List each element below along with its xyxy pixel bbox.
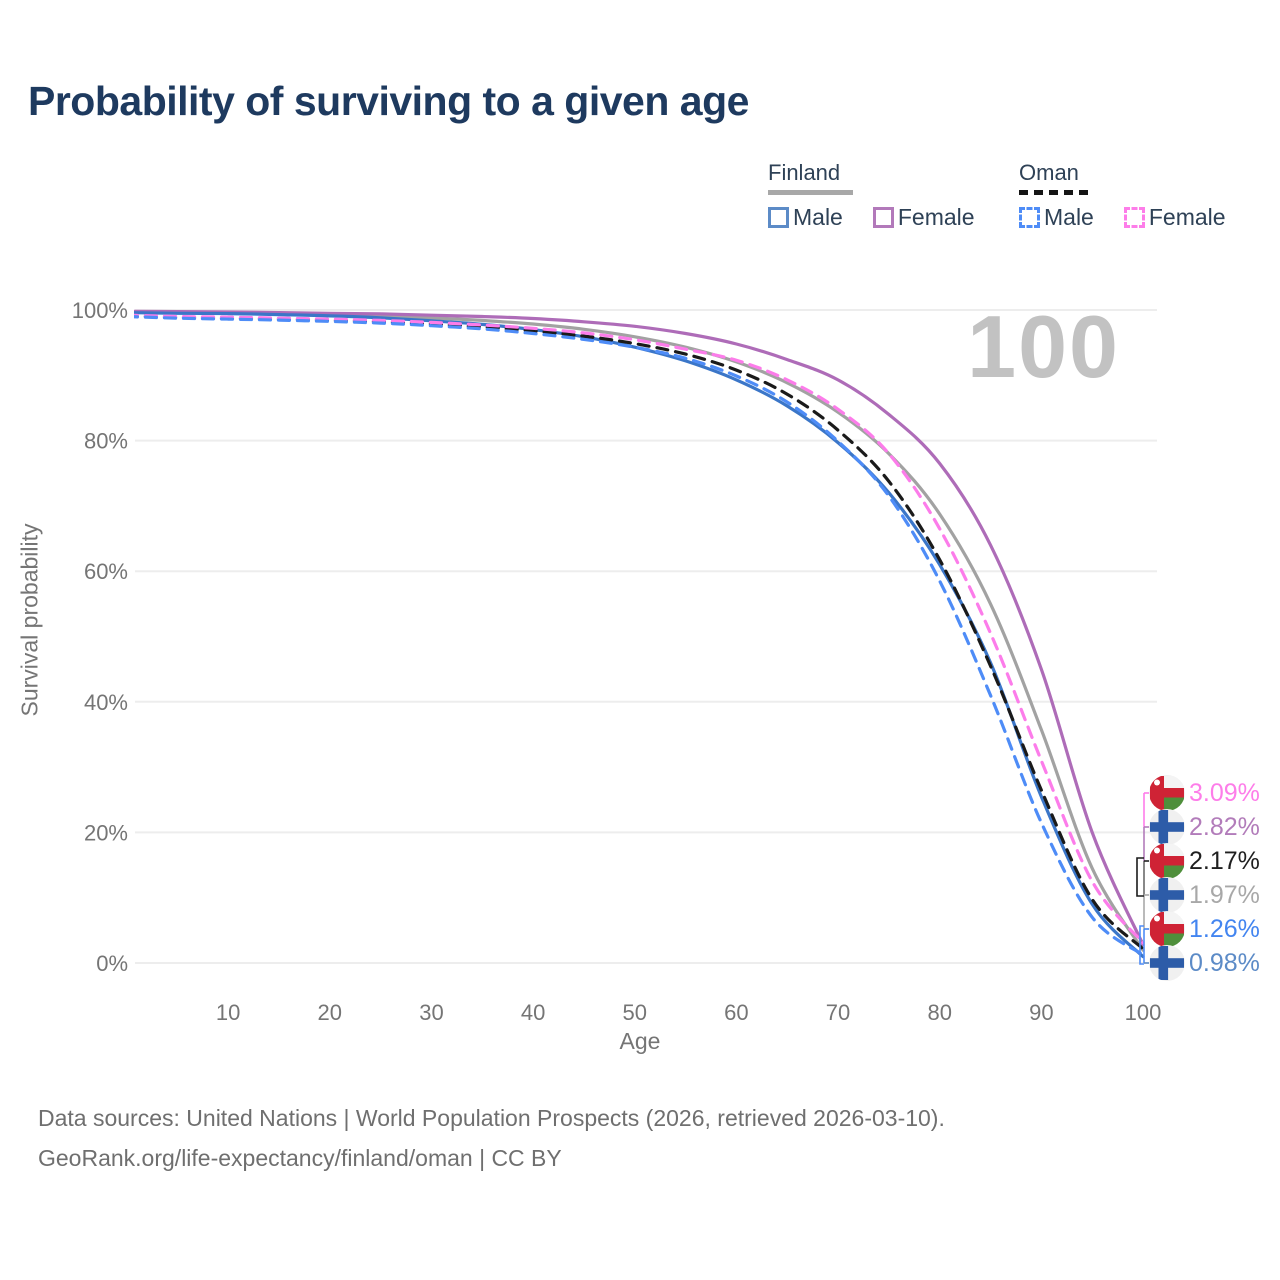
legend-oman-female-label: Female — [1148, 204, 1226, 230]
legend-finland-line-swatch — [768, 190, 853, 195]
x-tick-label: 90 — [1029, 1000, 1053, 1025]
oman-male-swatch-icon — [1019, 207, 1040, 228]
oman-flag-icon — [1149, 843, 1185, 879]
y-tick-label: 60% — [84, 559, 128, 584]
legend-item-oman-female[interactable]: Female — [1123, 204, 1226, 231]
finland-flag-icon — [1149, 809, 1185, 845]
legend-item-finland-female[interactable]: Female — [872, 204, 975, 231]
end-label-oman-male[interactable]: 1.26% — [1149, 911, 1260, 947]
x-tick-label: 80 — [927, 1000, 951, 1025]
y-axis-title: Survival probability — [16, 523, 43, 717]
finland-flag-icon — [1149, 945, 1185, 981]
legend-group-finland: Finland Male Female — [768, 160, 975, 231]
legend-item-oman-male[interactable]: Male — [1019, 204, 1094, 231]
oman-female-swatch-icon — [1123, 207, 1145, 228]
x-tick-label: 30 — [419, 1000, 443, 1025]
end-label-oman-female[interactable]: 3.09% — [1149, 775, 1260, 811]
end-label-finland-both-sexes[interactable]: 1.97% — [1149, 877, 1260, 913]
footer: Data sources: United Nations | World Pop… — [38, 1098, 945, 1178]
end-value: 3.09% — [1189, 778, 1260, 807]
curve-oman-female — [134, 313, 1145, 945]
legend-group-oman: Oman Male Female — [1019, 160, 1226, 231]
end-label-finland-female[interactable]: 2.82% — [1149, 809, 1260, 845]
y-tick-label: 20% — [84, 820, 128, 845]
legend-oman-label: Oman — [1019, 160, 1079, 185]
end-label-finland-male[interactable]: 0.98% — [1149, 945, 1260, 981]
y-tick-label: 100% — [72, 298, 128, 323]
legend-finland-label: Finland — [768, 160, 841, 185]
legend-oman-line-swatch — [1019, 190, 1089, 195]
curve-oman-male — [134, 315, 1145, 957]
footer-attribution[interactable]: GeoRank.org/life-expectancy/finland/oman… — [38, 1145, 562, 1171]
y-tick-label: 80% — [84, 429, 128, 454]
legend-oman-male-label: Male — [1044, 204, 1094, 230]
x-tick-label: 40 — [521, 1000, 545, 1025]
curve-finland-male — [134, 311, 1145, 959]
legend: Finland Male Female Oman Male — [0, 160, 1280, 240]
end-value: 1.26% — [1189, 914, 1260, 943]
x-tick-label: 100 — [1125, 1000, 1162, 1025]
x-axis-title: Age — [619, 1028, 661, 1054]
age-counter-watermark: 100 — [967, 297, 1120, 396]
finland-female-swatch-icon — [872, 207, 894, 228]
finland-male-swatch-icon — [768, 207, 789, 228]
x-tick-label: 60 — [724, 1000, 748, 1025]
oman-flag-icon — [1149, 911, 1185, 947]
end-value: 1.97% — [1189, 880, 1260, 909]
end-label-oman-both-sexes[interactable]: 2.17% — [1149, 843, 1260, 879]
label-leader-bracket — [1139, 925, 1144, 965]
legend-item-finland-male[interactable]: Male — [768, 204, 843, 231]
legend-finland-male-label: Male — [793, 204, 843, 230]
x-tick-label: 70 — [826, 1000, 850, 1025]
y-tick-label: 40% — [84, 690, 128, 715]
end-value: 2.17% — [1189, 846, 1260, 875]
finland-flag-icon — [1149, 877, 1185, 913]
curve-finland-female — [134, 309, 1145, 947]
x-tick-label: 10 — [216, 1000, 240, 1025]
oman-flag-icon — [1149, 775, 1185, 811]
end-value: 0.98% — [1189, 948, 1260, 977]
legend-finland-female-label: Female — [897, 204, 975, 230]
label-leader-bracket — [1136, 857, 1144, 897]
end-value: 2.82% — [1189, 812, 1260, 841]
x-tick-label: 20 — [318, 1000, 342, 1025]
footer-data-sources: Data sources: United Nations | World Pop… — [38, 1105, 945, 1131]
x-tick-label: 50 — [623, 1000, 647, 1025]
page-title: Probability of surviving to a given age — [28, 78, 749, 124]
y-tick-label: 0% — [96, 951, 128, 976]
